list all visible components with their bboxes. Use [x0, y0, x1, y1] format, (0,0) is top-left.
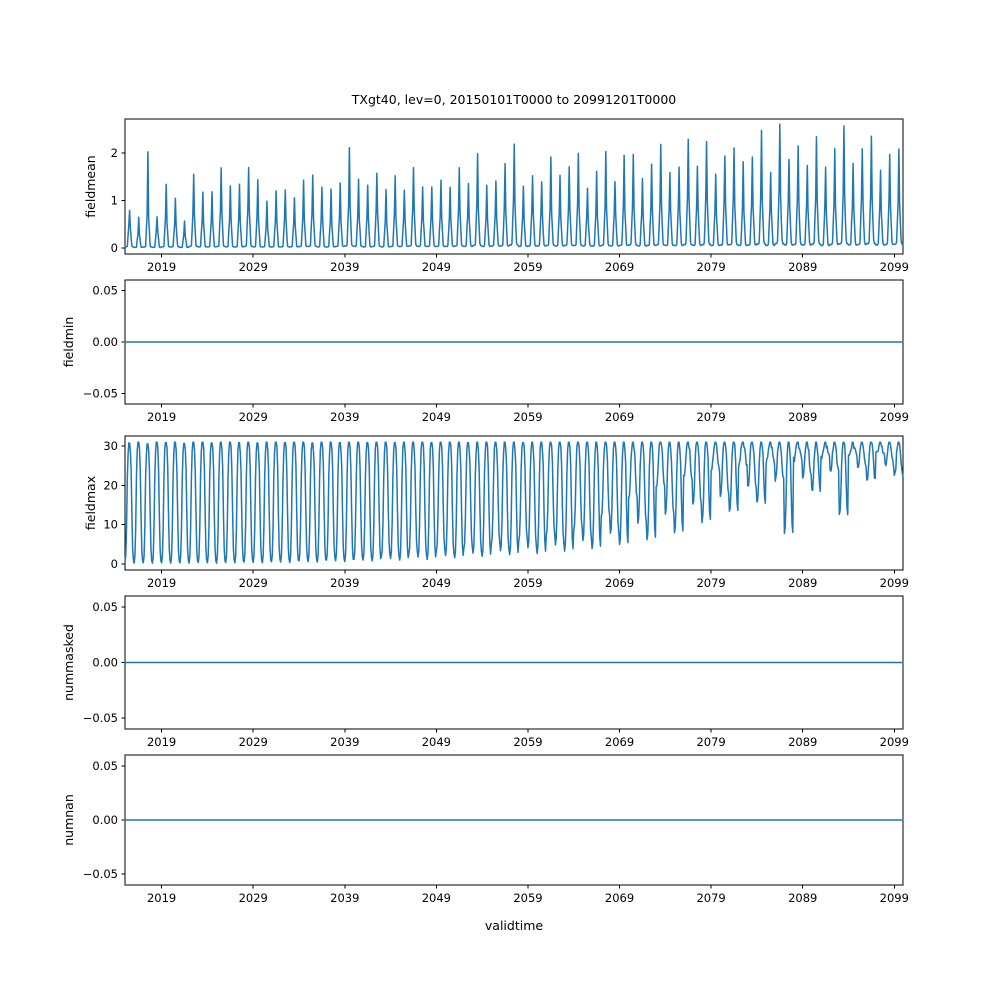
- subplots-group: 0 1 2 2019 2029 2039 2049 2059 2069 2079 2089 2099 f…: [61, 118, 909, 905]
- x-tick-label: 2029: [239, 891, 268, 905]
- y-tick-label: 0.00: [92, 813, 118, 827]
- x-tick-label: 2089: [788, 735, 817, 749]
- y-axis-label-fieldmean: fieldmean: [83, 155, 98, 217]
- y-tick-label: 2: [111, 146, 118, 160]
- axes-spines: [124, 118, 904, 255]
- axes-spines: [124, 435, 904, 571]
- y-tick-label: 30: [103, 439, 118, 453]
- x-tick-label: 2039: [330, 735, 359, 749]
- x-tick-label: 2019: [147, 260, 176, 274]
- y-axis-label-numnan: numnan: [61, 794, 76, 846]
- x-tick-label: 2059: [513, 260, 542, 274]
- x-tick-label: 2079: [696, 576, 725, 590]
- x-tick-label: 2069: [605, 891, 634, 905]
- x-tick-label: 2059: [513, 576, 542, 590]
- x-tick-label: 2079: [696, 260, 725, 274]
- x-tick-label: 2099: [880, 576, 909, 590]
- subplot-numnan: −0.05 0.00 0.05 2019 2029 2039 2049 2059 2069 207…: [61, 754, 909, 905]
- x-tick-label: 2019: [147, 735, 176, 749]
- x-tick-label: 2039: [330, 576, 359, 590]
- y-tick-label: 0.05: [92, 759, 118, 773]
- x-tick-label: 2079: [696, 410, 725, 424]
- x-tick-label: 2049: [422, 891, 451, 905]
- x-tick-label: 2079: [696, 735, 725, 749]
- x-tick-label: 2089: [788, 891, 817, 905]
- x-tick-label: 2069: [605, 410, 634, 424]
- x-tick-label: 2039: [330, 260, 359, 274]
- x-tick-label: 2089: [788, 576, 817, 590]
- x-tick-label: 2029: [239, 576, 268, 590]
- y-tick-label: −0.05: [83, 867, 118, 881]
- y-tick-label: 0.00: [92, 656, 118, 670]
- x-tick-label: 2099: [880, 410, 909, 424]
- data-line-fieldmean: [124, 123, 904, 249]
- y-axis-label-nummasked: nummasked: [61, 624, 76, 701]
- x-tick-label: 2049: [422, 260, 451, 274]
- x-tick-label: 2019: [147, 410, 176, 424]
- x-tick-label: 2049: [422, 410, 451, 424]
- y-tick-label: 10: [103, 518, 118, 532]
- x-tick-label: 2039: [330, 891, 359, 905]
- x-tick-label: 2099: [880, 260, 909, 274]
- x-tick-label: 2019: [147, 891, 176, 905]
- x-tick-label: 2099: [880, 891, 909, 905]
- y-tick-label: 1: [111, 193, 118, 207]
- y-tick-label: 0.05: [92, 283, 118, 297]
- x-tick-label: 2019: [147, 576, 176, 590]
- subplot-fieldmin: −0.05 0.00 0.05 2019 2029 2039 2049 2059 2069 207…: [61, 279, 909, 424]
- y-tick-label: 0.00: [92, 335, 118, 349]
- figure-title: TXgt40, lev=0, 20150101T0000 to 20991201…: [351, 92, 677, 107]
- y-tick-label: −0.05: [83, 387, 118, 401]
- x-tick-label: 2089: [788, 260, 817, 274]
- x-axis-label: validtime: [485, 918, 543, 933]
- x-tick-label: 2039: [330, 410, 359, 424]
- x-tick-label: 2049: [422, 735, 451, 749]
- x-tick-label: 2059: [513, 735, 542, 749]
- x-tick-label: 2069: [605, 576, 634, 590]
- subplot-fieldmax: 0 10 20 30 2019 2029 2039 2049 2059 2069 2079 2089 2…: [83, 435, 909, 590]
- x-tick-label: 2049: [422, 576, 451, 590]
- x-tick-label: 2029: [239, 735, 268, 749]
- x-tick-label: 2059: [513, 410, 542, 424]
- x-tick-label: 2069: [605, 260, 634, 274]
- y-axis-label-fieldmax: fieldmax: [83, 476, 98, 530]
- x-tick-label: 2089: [788, 410, 817, 424]
- y-tick-label: 0: [111, 557, 118, 571]
- y-tick-label: 0: [111, 241, 118, 255]
- x-tick-label: 2069: [605, 735, 634, 749]
- y-tick-label: 0.05: [92, 600, 118, 614]
- data-line-fieldmax: [124, 441, 904, 564]
- y-tick-label: −0.05: [83, 711, 118, 725]
- subplot-fieldmean: 0 1 2 2019 2029 2039 2049 2059 2069 2079 2089 2099 f…: [83, 118, 909, 274]
- x-tick-label: 2099: [880, 735, 909, 749]
- x-tick-label: 2059: [513, 891, 542, 905]
- subplot-nummasked: −0.05 0.00 0.05 2019 2029 2039 2049 2059 2069 207…: [61, 595, 909, 749]
- x-tick-label: 2079: [696, 891, 725, 905]
- y-tick-label: 20: [103, 478, 118, 492]
- x-tick-label: 2029: [239, 410, 268, 424]
- y-axis-label-fieldmin: fieldmin: [61, 317, 76, 368]
- x-tick-label: 2029: [239, 260, 268, 274]
